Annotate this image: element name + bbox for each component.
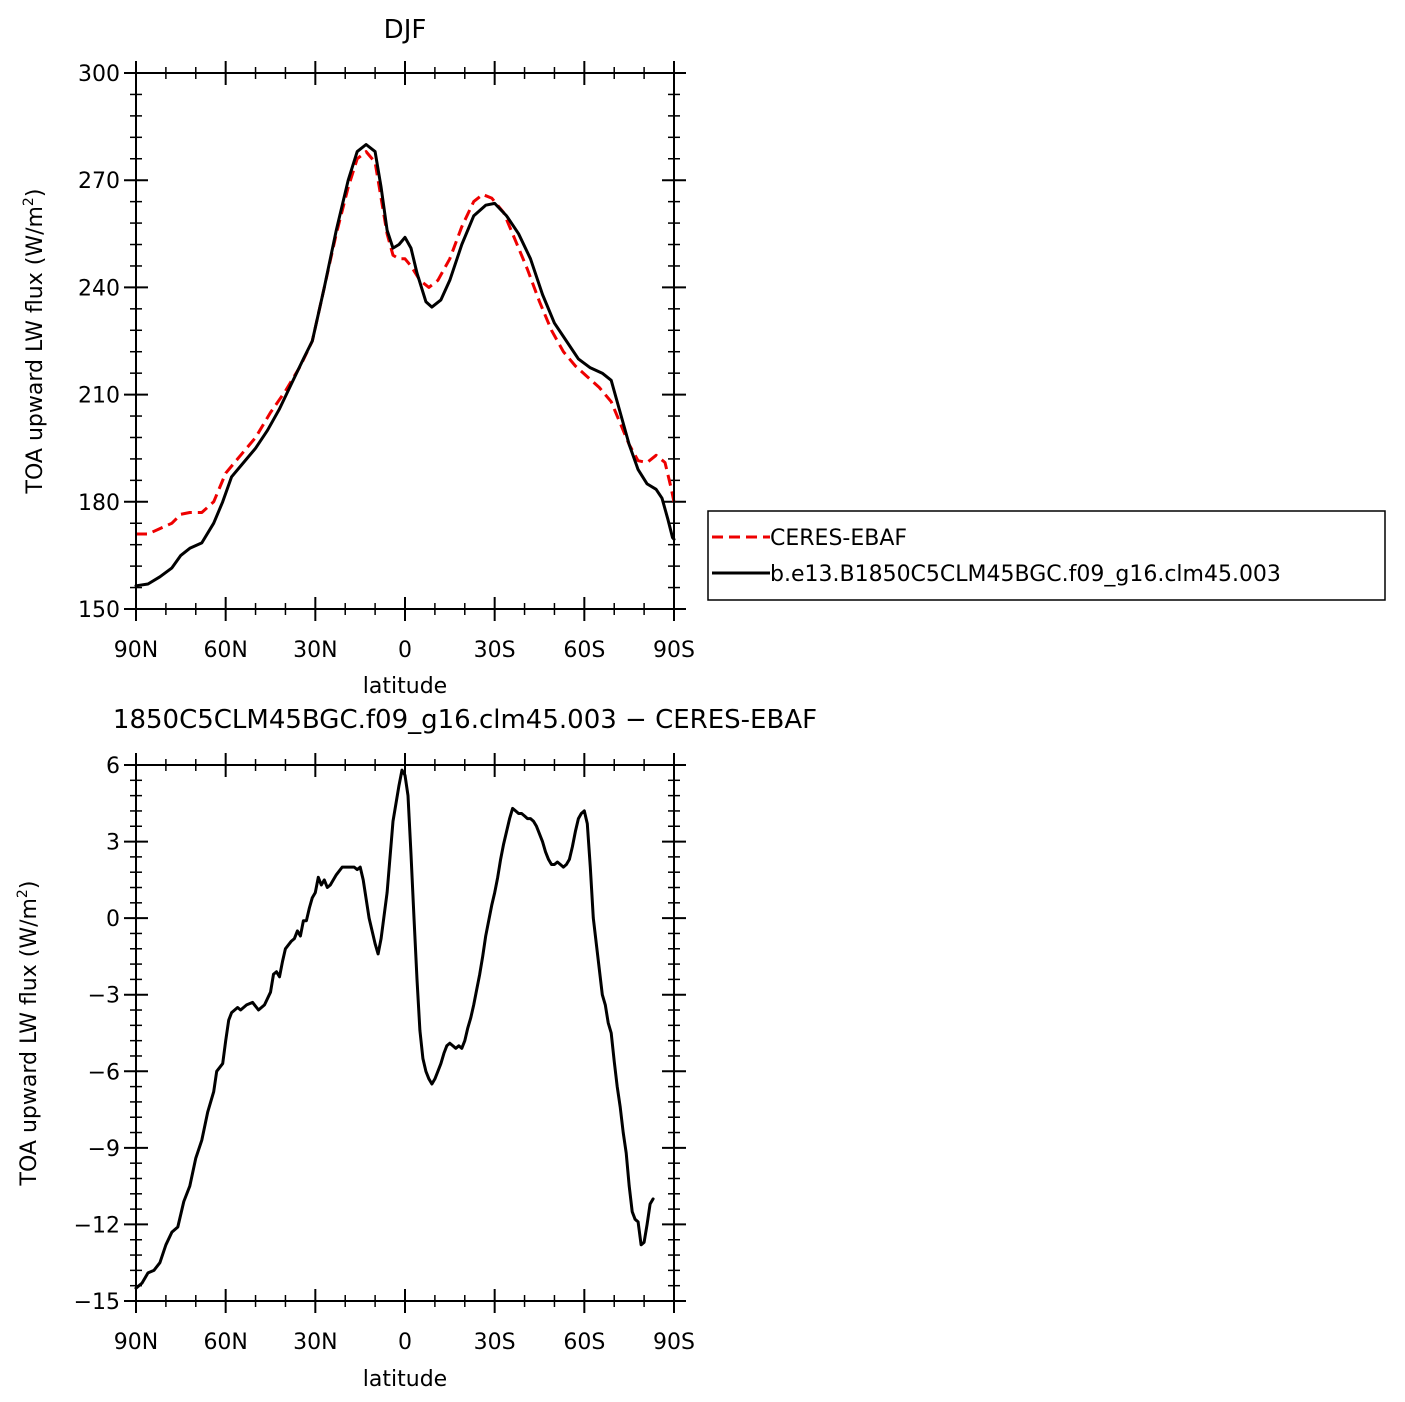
bot-ticklabels: −15 −12 −9 −6 −3 0 3 6 90N 60N 30N 0 30S 60S 90S	[74, 754, 695, 1355]
bottom-ytick-label: −9	[88, 1137, 120, 1162]
bottom-ytick-label: −15	[74, 1290, 120, 1315]
top-series-line-1	[134, 143, 676, 588]
panel-bottom-ylabel-sup: 2	[15, 889, 31, 898]
bottom-ytick-label: 0	[106, 907, 120, 932]
top-ytick-label: 270	[78, 169, 120, 194]
bottom-xtick-label: 0	[398, 1330, 412, 1355]
panel-bottom-ylabel-main: TOA upward LW flux (W/m	[17, 898, 42, 1186]
panel-top-ylabel-main: TOA upward LW flux (W/m	[23, 206, 48, 494]
top-xtick-label: 60S	[563, 638, 605, 663]
legend: CERES-EBAF b.e13.B1850C5CLM45BGC.f09_g16…	[707, 510, 1386, 601]
bottom-xtick-label: 30N	[293, 1330, 337, 1355]
top-xtick-label: 0	[398, 638, 412, 663]
bottom-ytick-label: −3	[88, 984, 120, 1009]
top-series-line-0	[136, 150, 676, 536]
panel-bottom-xlabel: latitude	[363, 1367, 447, 1392]
top-ytick-label: 150	[78, 598, 120, 623]
legend-frame	[707, 510, 1386, 601]
top-ytick-label: 240	[78, 276, 120, 301]
panel-top-title: DJF	[384, 15, 427, 45]
legend-label-ceres: CERES-EBAF	[770, 526, 907, 551]
top-ticks	[124, 61, 686, 621]
top-series	[134, 143, 676, 588]
bot-ticks	[124, 753, 686, 1313]
bottom-xtick-label: 60N	[203, 1330, 247, 1355]
panel-bottom-frame	[135, 764, 675, 1302]
panel-top-frame	[135, 72, 675, 610]
panel-top-ylabel: TOA upward LW flux (W/m2)	[21, 189, 48, 495]
panel-top: DJF 150 180 210 240 270 300 90N 60N 30N 0 30S 60S 90…	[21, 15, 695, 699]
top-xtick-label: 90N	[114, 638, 158, 663]
top-ytick-label: 180	[78, 491, 120, 516]
top-ticklabels: 150 180 210 240 270 300 90N 60N 30N 0 30S 60S 90S	[78, 62, 695, 663]
bottom-xtick-label: 30S	[474, 1330, 516, 1355]
top-xtick-label: 30N	[293, 638, 337, 663]
legend-label-model: b.e13.B1850C5CLM45BGC.f09_g16.clm45.003	[770, 562, 1281, 587]
bottom-ytick-label: −12	[74, 1213, 120, 1238]
top-ytick-label: 300	[78, 62, 120, 87]
bot-series	[134, 768, 655, 1290]
bottom-xtick-label: 90N	[114, 1330, 158, 1355]
panel-top-xlabel: latitude	[363, 674, 447, 699]
top-xtick-label: 30S	[474, 638, 516, 663]
panel-bottom: 1850C5CLM45BGC.f09_g16.clm45.003 − CERES…	[15, 705, 817, 1392]
panel-bottom-ylabel: TOA upward LW flux (W/m2)	[15, 881, 42, 1187]
bottom-series-line-0	[134, 768, 655, 1290]
panel-top-ylabel-end: )	[23, 189, 48, 198]
top-xtick-label: 90S	[653, 638, 695, 663]
top-ytick-label: 210	[78, 384, 120, 409]
bottom-xtick-label: 90S	[653, 1330, 695, 1355]
panel-bottom-title: 1850C5CLM45BGC.f09_g16.clm45.003 − CERES…	[113, 705, 817, 735]
panel-top-ylabel-sup: 2	[21, 197, 37, 206]
panel-bottom-ylabel-end: )	[17, 881, 42, 890]
bottom-ytick-label: 3	[106, 831, 120, 856]
bottom-ytick-label: −6	[88, 1060, 120, 1085]
top-xtick-label: 60N	[203, 638, 247, 663]
bottom-xtick-label: 60S	[563, 1330, 605, 1355]
bottom-ytick-label: 6	[106, 754, 120, 779]
